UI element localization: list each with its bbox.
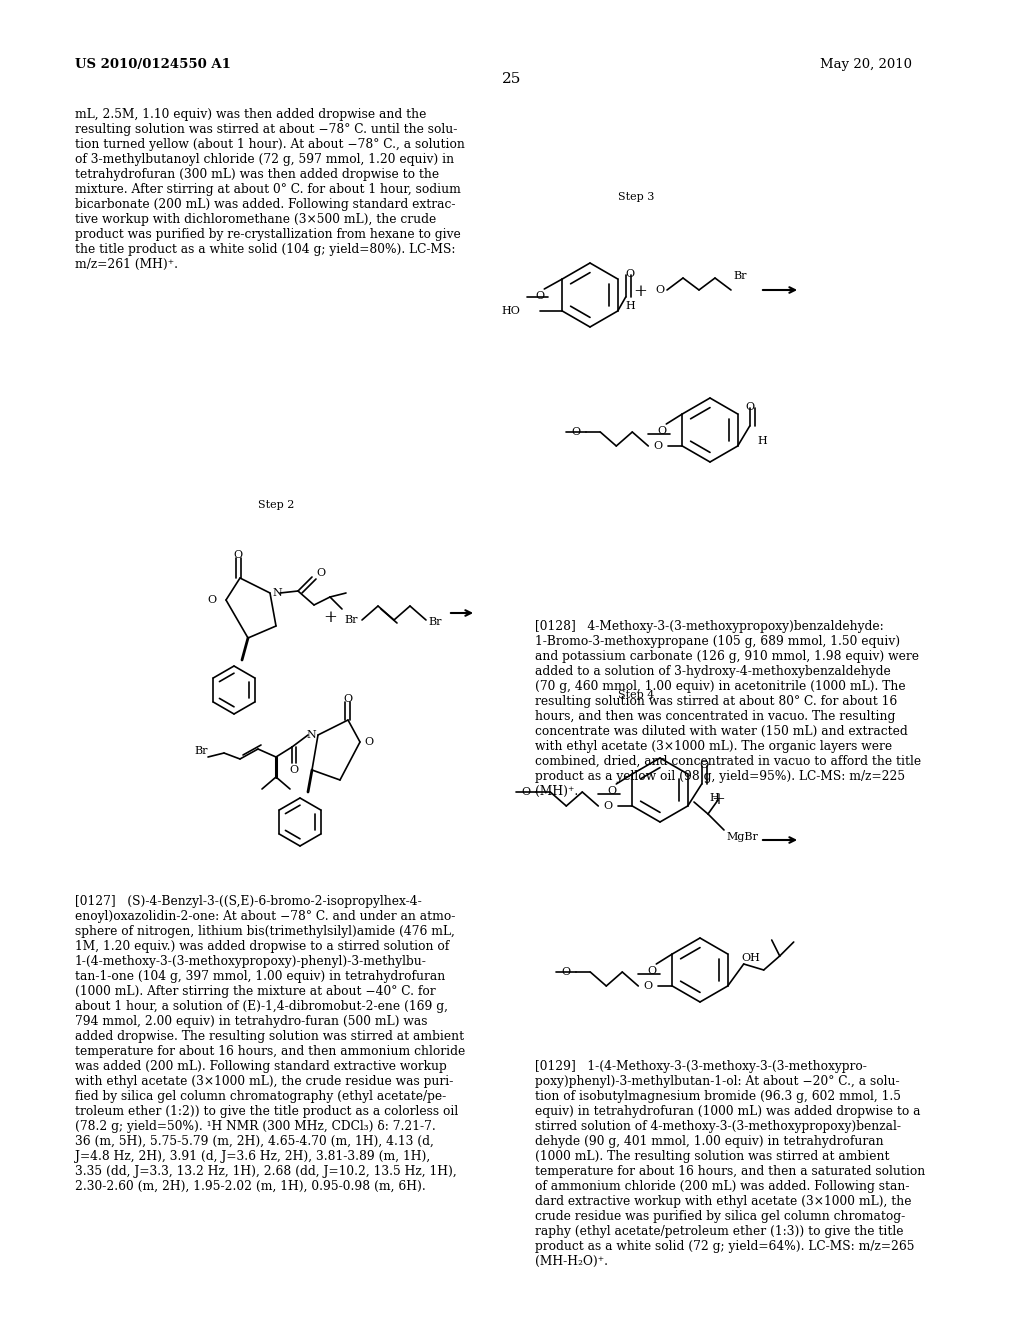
Text: [0129]   1-(4-Methoxy-3-(3-methoxy-3-(3-methoxypro-
poxy)phenyl)-3-methylbutan-1: [0129] 1-(4-Methoxy-3-(3-methoxy-3-(3-me… xyxy=(535,1060,926,1269)
Text: May 20, 2010: May 20, 2010 xyxy=(820,58,912,71)
Text: mL, 2.5M, 1.10 equiv) was then added dropwise and the
resulting solution was sti: mL, 2.5M, 1.10 equiv) was then added dro… xyxy=(75,108,465,271)
Text: 25: 25 xyxy=(503,73,521,86)
Text: O: O xyxy=(657,426,667,436)
Text: H: H xyxy=(758,436,767,446)
Text: H: H xyxy=(710,793,720,803)
Text: Br: Br xyxy=(428,616,441,627)
Text: +: + xyxy=(633,284,647,301)
Text: [0128]   4-Methoxy-3-(3-methoxypropoxy)benzaldehyde:
1-Bromo-3-methoxypropane (1: [0128] 4-Methoxy-3-(3-methoxypropoxy)ben… xyxy=(535,620,922,799)
Text: N: N xyxy=(272,587,282,598)
Text: O: O xyxy=(571,426,581,437)
Text: Step 4: Step 4 xyxy=(618,690,654,700)
Text: O: O xyxy=(233,550,243,560)
Text: O: O xyxy=(655,285,665,294)
Text: HO: HO xyxy=(502,306,520,315)
Text: O: O xyxy=(607,785,616,796)
Text: [0127]   (S)-4-Benzyl-3-((S,E)-6-bromo-2-isopropylhex-4-
enoyl)oxazolidin-2-one:: [0127] (S)-4-Benzyl-3-((S,E)-6-bromo-2-i… xyxy=(75,895,465,1193)
Text: O: O xyxy=(343,694,352,704)
Text: O: O xyxy=(699,760,709,770)
Text: Br: Br xyxy=(733,271,746,281)
Text: O: O xyxy=(648,966,656,975)
Text: Step 2: Step 2 xyxy=(258,500,294,510)
Text: O: O xyxy=(290,766,299,775)
Text: O: O xyxy=(604,801,612,810)
Text: OH: OH xyxy=(741,953,761,964)
Text: +: + xyxy=(323,610,337,627)
Text: O: O xyxy=(521,787,530,797)
Text: O: O xyxy=(644,981,653,991)
Text: O: O xyxy=(562,968,570,977)
Text: O: O xyxy=(653,441,663,451)
Text: O: O xyxy=(316,568,326,578)
Text: Br: Br xyxy=(195,746,208,756)
Text: O: O xyxy=(208,595,216,605)
Text: O: O xyxy=(625,269,634,279)
Text: H: H xyxy=(626,301,636,312)
Text: Step 3: Step 3 xyxy=(618,191,654,202)
Text: Br: Br xyxy=(344,615,357,624)
Text: O: O xyxy=(536,290,545,301)
Text: MgBr: MgBr xyxy=(726,832,758,842)
Text: O: O xyxy=(364,737,373,747)
Text: N: N xyxy=(306,730,315,741)
Text: +: + xyxy=(711,792,725,808)
Text: US 2010/0124550 A1: US 2010/0124550 A1 xyxy=(75,58,230,71)
Text: O: O xyxy=(745,403,755,412)
